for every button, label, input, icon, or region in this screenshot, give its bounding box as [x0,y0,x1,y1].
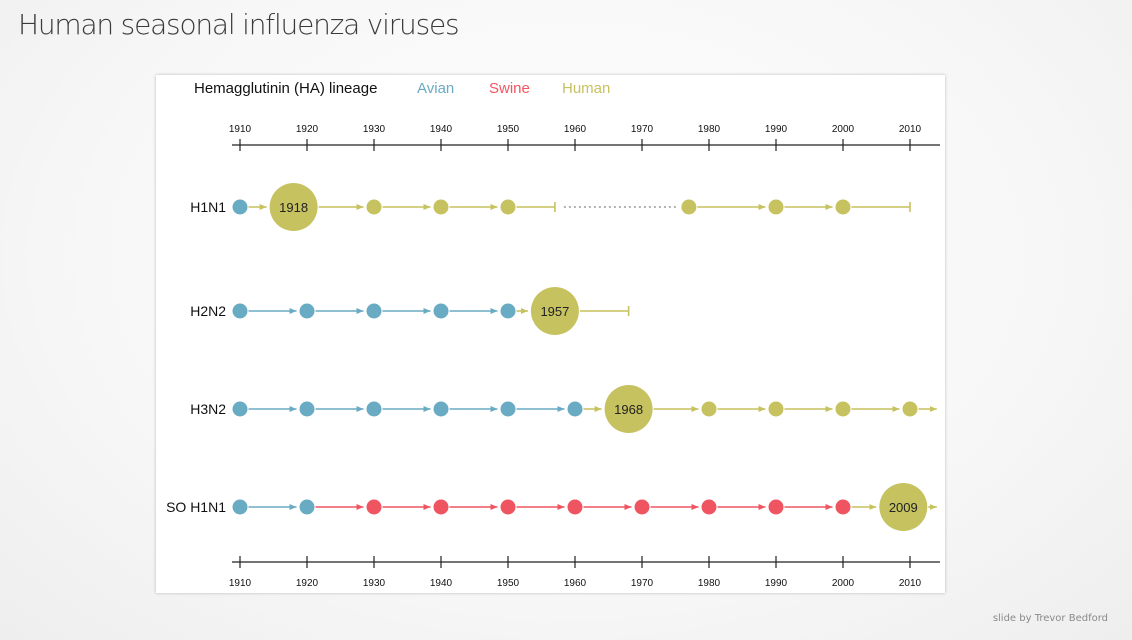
slide-title: Human seasonal influenza viruses [18,8,460,41]
lineage-node [299,303,315,319]
lineage-node [681,199,697,215]
pandemic-year-label: 1968 [614,402,643,417]
pandemic-year-label: 1957 [540,304,569,319]
axis-tick-label: 1950 [497,578,520,589]
figure-panel: Hemagglutinin (HA) lineage Avian Swine H… [156,75,945,593]
lineage-node [366,499,382,515]
lineage-node [232,499,248,515]
axis-tick-label: 1960 [564,578,587,589]
lineage-node [500,199,516,215]
axis-tick-label: 1990 [765,124,788,135]
lineage-node [232,401,248,417]
row-label: H3N2 [190,401,226,417]
axis-tick-label: 2010 [899,578,922,589]
axis-tick-label: 1950 [497,124,520,135]
axis-tick-label: 1940 [430,124,453,135]
axis-tick-label: 1910 [229,124,252,135]
lineage-node [232,303,248,319]
lineage-node [433,303,449,319]
slide-credit: slide by Trevor Bedford [992,613,1108,624]
row-label: SO H1N1 [166,499,226,515]
lineage-node [500,303,516,319]
lineage-node [433,499,449,515]
lineage-node [701,499,717,515]
lineage-node [835,199,851,215]
pandemic-year-label: 1918 [279,200,308,215]
axis-tick-label: 1980 [698,578,721,589]
axis-tick-label: 2010 [899,124,922,135]
top-time-axis: 1910 1920 1930 1940 1950 1960 1970 1980 1990 2000… [229,124,940,151]
lineage-node [433,199,449,215]
lineage-node [299,401,315,417]
axis-tick-label: 1930 [363,124,386,135]
lineage-node [232,199,248,215]
lineage-timeline-chart: Hemagglutinin (HA) lineage Avian Swine H… [166,80,940,589]
pandemic-node [604,385,653,433]
pandemic-year-label: 2009 [889,500,918,515]
axis-tick-label: 2000 [832,578,855,589]
axis-tick-label: 1980 [698,124,721,135]
legend-swine: Swine [489,80,530,97]
axis-tick-label: 2000 [832,124,855,135]
lineage-row: H1N1 1918 [190,183,911,231]
lineage-node [299,499,315,515]
lineage-row: H2N2 1957 [190,287,630,335]
lineage-node [768,199,784,215]
axis-tick-label: 1990 [765,578,788,589]
pandemic-node [530,287,579,335]
bottom-time-axis: 1910 1920 1930 1940 1950 1960 1970 1980 1990 2000… [229,556,940,589]
axis-tick-label: 1960 [564,124,587,135]
axis-tick-label: 1910 [229,578,252,589]
axis-tick-label: 1970 [631,124,654,135]
axis-tick-label: 1920 [296,578,319,589]
lineage-node [366,303,382,319]
legend-heading: Hemagglutinin (HA) lineage [194,80,377,97]
lineage-node [366,199,382,215]
axis-tick-label: 1920 [296,124,319,135]
axis-tick-label: 1930 [363,578,386,589]
axis-tick-label: 1970 [631,578,654,589]
lineage-rows: H1N1 1918 H2N2 1957 H3N2 1968 SO H1N1 2009 [166,183,937,531]
legend-human: Human [562,80,610,97]
lineage-row: SO H1N1 2009 [166,483,937,531]
lineage-node [835,401,851,417]
lineage-node [768,401,784,417]
legend-avian: Avian [417,80,454,97]
lineage-node [366,401,382,417]
lineage-node [835,499,851,515]
lineage-node [567,499,583,515]
lineage-node [433,401,449,417]
row-label: H2N2 [190,303,226,319]
lineage-node [902,401,918,417]
row-label: H1N1 [190,199,226,215]
pandemic-node [269,183,318,231]
lineage-node [500,499,516,515]
lineage-node [567,401,583,417]
lineage-node [500,401,516,417]
axis-tick-label: 1940 [430,578,453,589]
lineage-row: H3N2 1968 [190,385,937,433]
lineage-node [634,499,650,515]
lineage-node [768,499,784,515]
pandemic-node [879,483,928,531]
lineage-node [701,401,717,417]
